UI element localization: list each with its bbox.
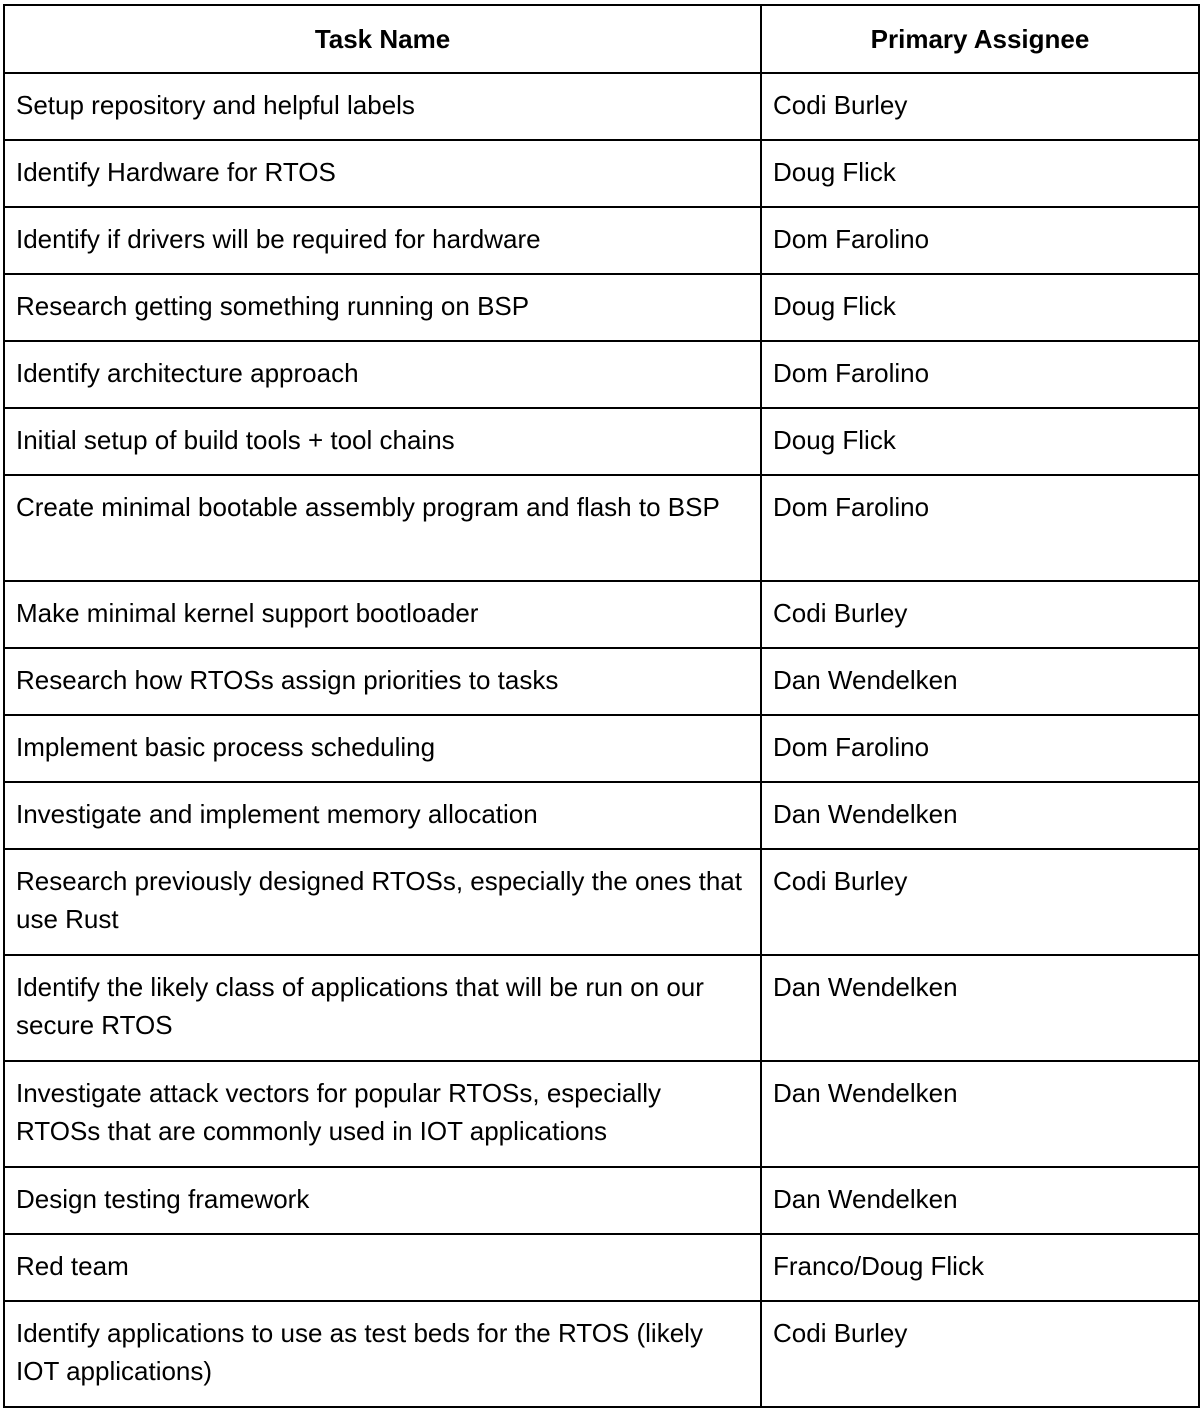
task-name-cell: Research getting something running on BS… — [3, 273, 762, 342]
task-name-cell: Identify architecture approach — [3, 340, 762, 409]
assignee-cell: Dom Farolino — [760, 206, 1200, 275]
table-row: Setup repository and helpful labels Codi… — [3, 72, 1200, 141]
assignee-cell: Doug Flick — [760, 273, 1200, 342]
task-name-cell: Identify applications to use as test bed… — [3, 1300, 762, 1408]
task-name-cell: Investigate attack vectors for popular R… — [3, 1060, 762, 1168]
table-row: Implement basic process scheduling Dom F… — [3, 714, 1200, 783]
table-row: Identify applications to use as test bed… — [3, 1300, 1200, 1408]
assignee-cell: Codi Burley — [760, 1300, 1200, 1408]
task-name-cell: Identify the likely class of application… — [3, 954, 762, 1062]
task-name-cell: Implement basic process scheduling — [3, 714, 762, 783]
assignee-cell: Dan Wendelken — [760, 954, 1200, 1062]
table-row: Identify architecture approach Dom Farol… — [3, 340, 1200, 409]
task-name-cell: Investigate and implement memory allocat… — [3, 781, 762, 850]
task-name-cell: Identify Hardware for RTOS — [3, 139, 762, 208]
task-name-cell: Create minimal bootable assembly program… — [3, 474, 762, 582]
assignee-cell: Dom Farolino — [760, 340, 1200, 409]
assignee-cell: Codi Burley — [760, 580, 1200, 649]
assignee-cell: Dan Wendelken — [760, 1166, 1200, 1235]
assignee-cell: Dom Farolino — [760, 714, 1200, 783]
assignee-cell: Franco/Doug Flick — [760, 1233, 1200, 1302]
table-row: Investigate and implement memory allocat… — [3, 781, 1200, 850]
header-task-name: Task Name — [3, 4, 762, 74]
table-row: Red team Franco/Doug Flick — [3, 1233, 1200, 1302]
task-assignment-table-container: Task Name Primary Assignee Setup reposit… — [3, 4, 1200, 1408]
header-primary-assignee: Primary Assignee — [760, 4, 1200, 74]
assignee-cell: Dan Wendelken — [760, 1060, 1200, 1168]
table-row: Research getting something running on BS… — [3, 273, 1200, 342]
assignee-cell: Dan Wendelken — [760, 781, 1200, 850]
table-row: Identify the likely class of application… — [3, 954, 1200, 1062]
task-name-cell: Initial setup of build tools + tool chai… — [3, 407, 762, 476]
task-name-cell: Design testing framework — [3, 1166, 762, 1235]
table-row: Make minimal kernel support bootloader C… — [3, 580, 1200, 649]
assignee-cell: Codi Burley — [760, 848, 1200, 956]
table-row: Identify Hardware for RTOS Doug Flick — [3, 139, 1200, 208]
task-name-cell: Make minimal kernel support bootloader — [3, 580, 762, 649]
table-header-row: Task Name Primary Assignee — [3, 4, 1200, 74]
table-row: Initial setup of build tools + tool chai… — [3, 407, 1200, 476]
assignee-cell: Dom Farolino — [760, 474, 1200, 582]
task-name-cell: Research how RTOSs assign priorities to … — [3, 647, 762, 716]
task-assignment-table: Task Name Primary Assignee Setup reposit… — [3, 4, 1200, 1408]
assignee-cell: Doug Flick — [760, 139, 1200, 208]
table-row: Research previously designed RTOSs, espe… — [3, 848, 1200, 956]
task-name-cell: Setup repository and helpful labels — [3, 72, 762, 141]
task-name-cell: Red team — [3, 1233, 762, 1302]
table-row: Identify if drivers will be required for… — [3, 206, 1200, 275]
assignee-cell: Codi Burley — [760, 72, 1200, 141]
table-row: Create minimal bootable assembly program… — [3, 474, 1200, 582]
assignee-cell: Dan Wendelken — [760, 647, 1200, 716]
task-name-cell: Identify if drivers will be required for… — [3, 206, 762, 275]
table-row: Research how RTOSs assign priorities to … — [3, 647, 1200, 716]
table-row: Design testing framework Dan Wendelken — [3, 1166, 1200, 1235]
table-row: Investigate attack vectors for popular R… — [3, 1060, 1200, 1168]
assignee-cell: Doug Flick — [760, 407, 1200, 476]
task-name-cell: Research previously designed RTOSs, espe… — [3, 848, 762, 956]
